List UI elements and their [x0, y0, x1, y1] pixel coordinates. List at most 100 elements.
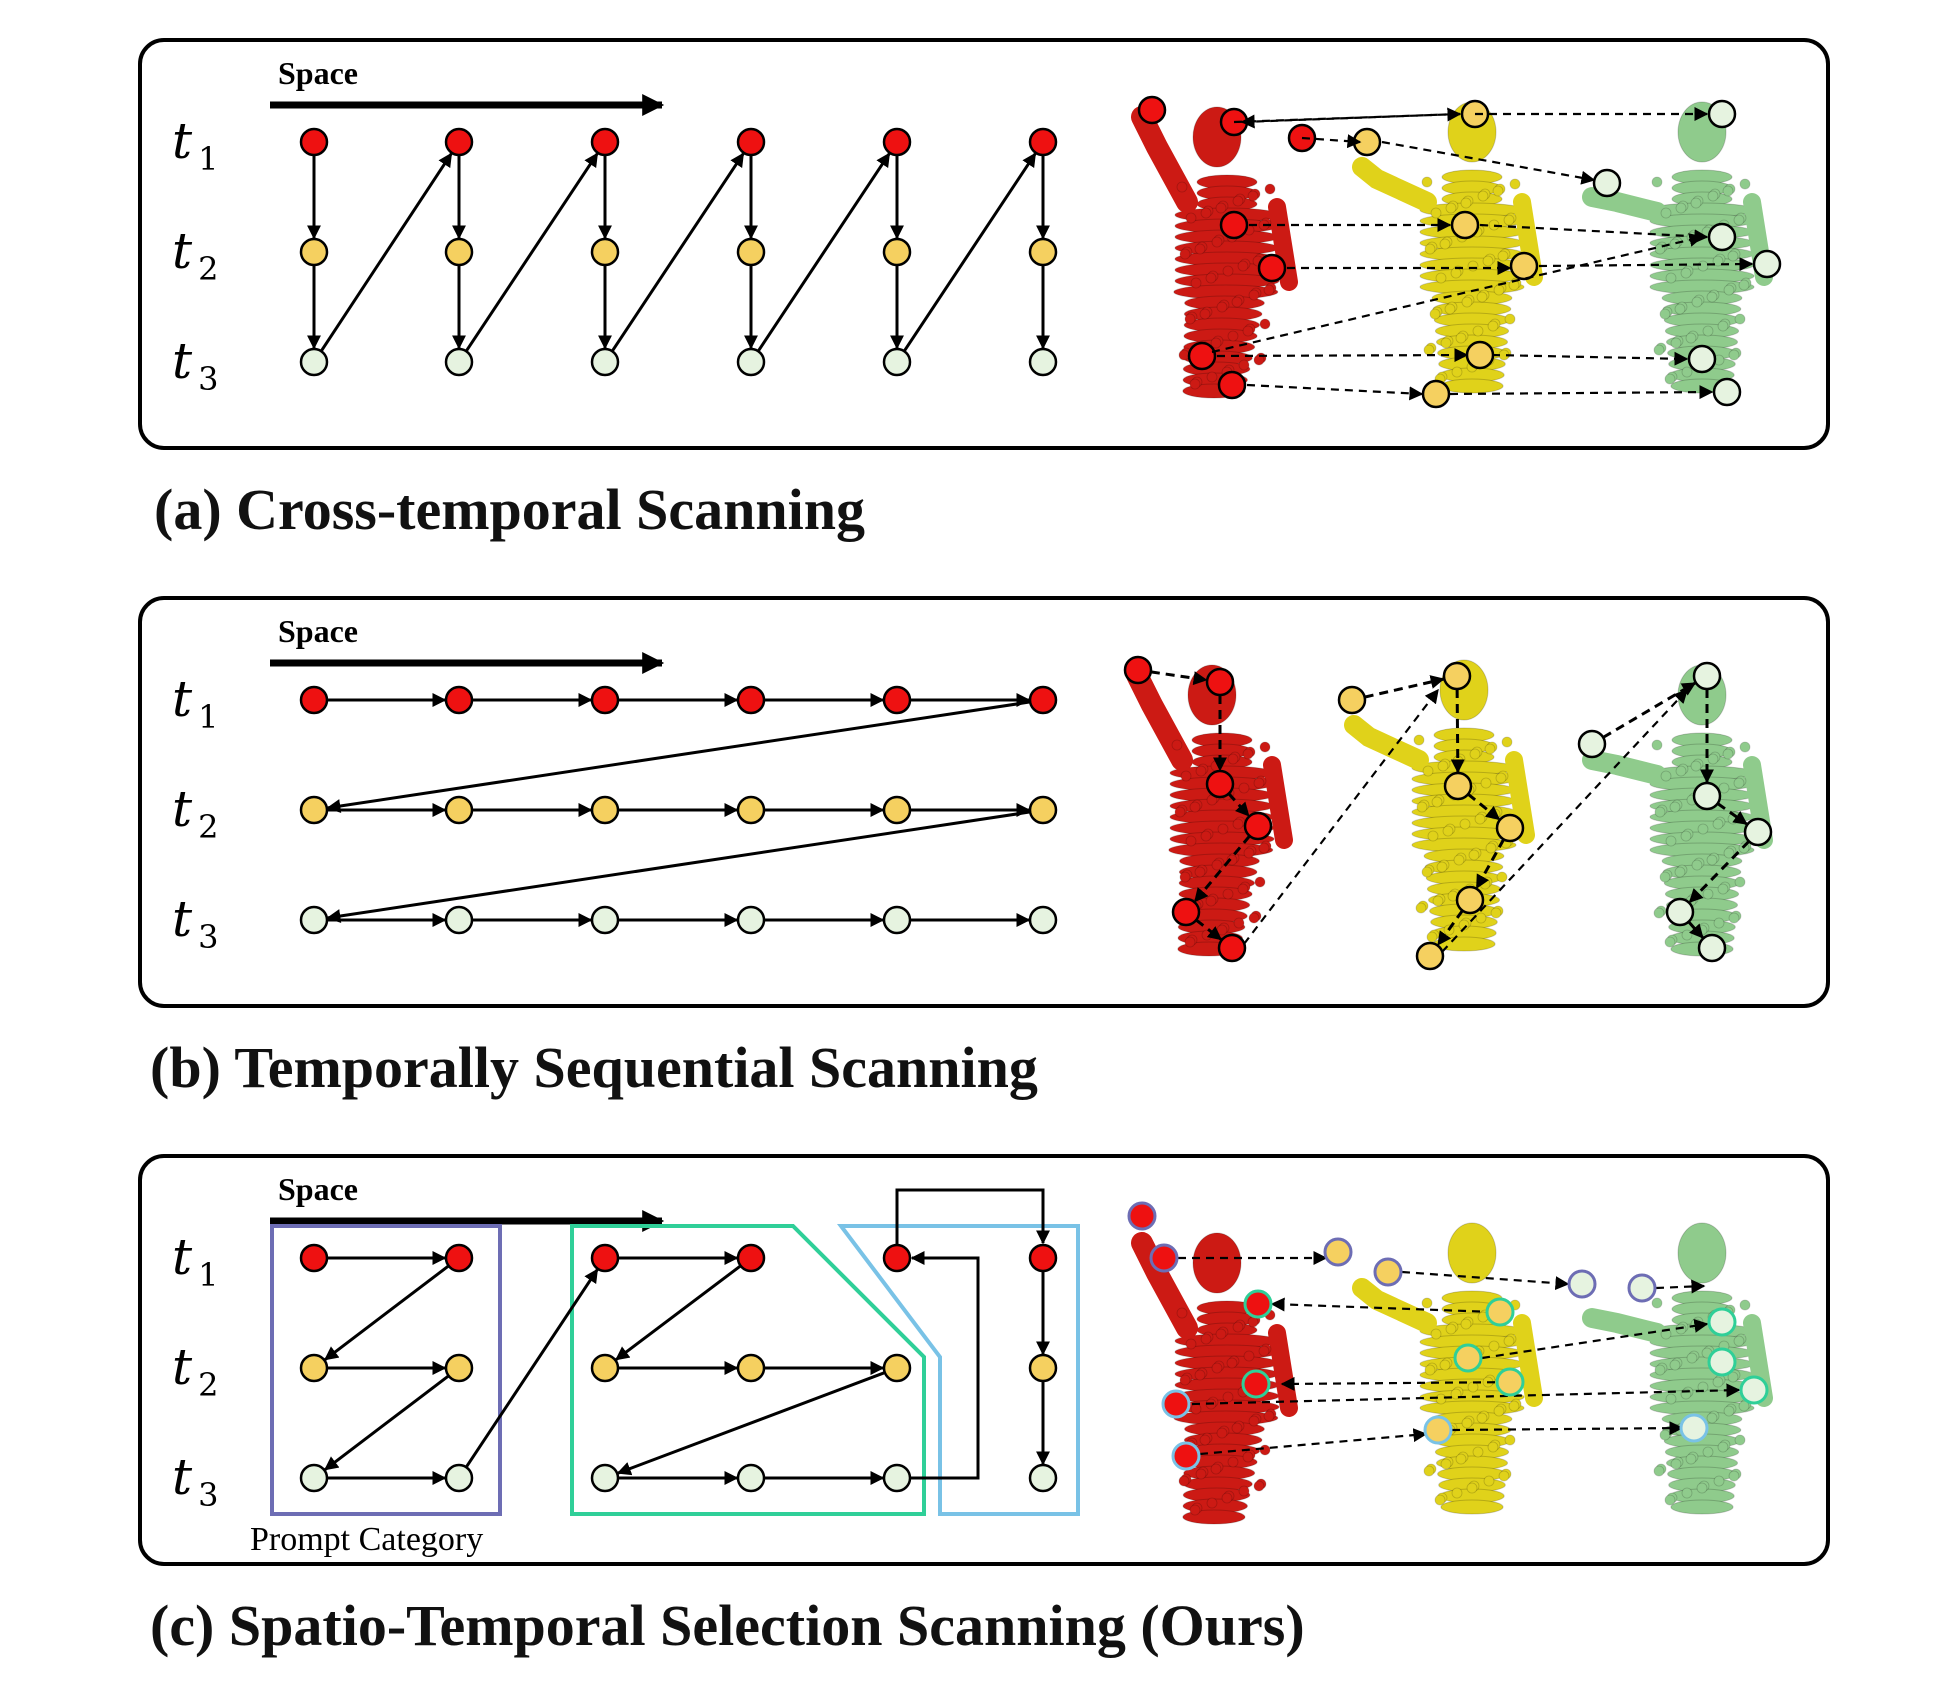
figure-bead: [1674, 303, 1686, 315]
figure-bead: [1472, 325, 1484, 337]
figure-bead: [1485, 842, 1497, 854]
figure-bead: [1680, 830, 1692, 842]
node-t3: [444, 905, 474, 935]
figure-bead: [1733, 777, 1745, 789]
figure-point-t1: [1161, 1389, 1191, 1419]
node-t3: [299, 1463, 329, 1493]
figure-bead: [1178, 349, 1190, 361]
figure-bead: [1713, 917, 1725, 929]
point-cloud-figure-t2: [1344, 659, 1535, 952]
figure-bead: [1263, 1410, 1275, 1422]
figure-bead: [1467, 1381, 1479, 1393]
node-t1: [736, 127, 766, 157]
figure-point-t3: [1679, 1413, 1709, 1443]
node-t1: [590, 685, 620, 715]
figure-bead: [1427, 830, 1439, 842]
figure-bead: [1675, 765, 1687, 777]
figure-bead: [1176, 181, 1188, 193]
node-t1: [444, 127, 474, 157]
figure-bead: [1495, 772, 1507, 784]
figure-bead: [1424, 1364, 1436, 1376]
figure-bead: [1722, 185, 1734, 197]
correspondence-arrow: [1199, 1428, 1428, 1456]
figure-bead: [1194, 866, 1206, 878]
figure-bead: [1651, 176, 1663, 188]
node-t1: [882, 127, 912, 157]
figure-bead: [1216, 301, 1228, 313]
figure-bead: [1205, 895, 1217, 907]
scan-arrow: [464, 1268, 599, 1468]
figure-bead: [1450, 267, 1462, 279]
node-t2: [1028, 1353, 1058, 1383]
scan-arrow-routed: [895, 1188, 1050, 1245]
figure-bead: [1681, 1487, 1693, 1499]
figure-point-t2: [1423, 1415, 1453, 1445]
correspondence-arrow: [1301, 134, 1362, 149]
figure-bead: [1686, 1352, 1698, 1364]
node-t1: [1028, 127, 1058, 157]
node-t3: [299, 905, 329, 935]
figure-bead: [1242, 748, 1254, 760]
figure-bead: [1189, 1504, 1201, 1516]
node-t1: [882, 1243, 912, 1273]
panel-cross-temporal: Space t 1 t 2 t 3: [138, 38, 1830, 450]
figure-bead: [1237, 883, 1249, 895]
figure-bead: [1176, 1307, 1188, 1319]
figure-bead: [1231, 1422, 1243, 1434]
figure-bead: [1217, 823, 1229, 835]
figure-bead: [1474, 813, 1486, 825]
spatio-temporal-selection-diagram: Space t 1 t 2 t 3 Prompt Category: [172, 1171, 1773, 1558]
cross-temporal-diagram: Space t 1 t 2 t 3: [172, 55, 1782, 409]
figure-bead: [1674, 866, 1686, 878]
figure-point-t1: [1217, 370, 1247, 400]
figure-bead: [1421, 176, 1433, 188]
node-t3: [882, 905, 912, 935]
figure-bead: [1179, 1374, 1191, 1386]
figure-bead: [1739, 741, 1751, 753]
figure-bead: [1248, 289, 1260, 301]
figure-bead: [1200, 207, 1212, 219]
figure-bead: [1654, 1364, 1666, 1376]
figure-bead: [1185, 212, 1197, 224]
figure-bead: [1733, 1335, 1745, 1347]
figure-bead: [1248, 1415, 1260, 1427]
figure-bead: [1238, 1485, 1250, 1497]
correspondence-arrow: [1491, 351, 1689, 366]
figure-bead: [1248, 912, 1260, 924]
figure-bead: [1254, 876, 1266, 888]
node-t2: [882, 1353, 912, 1383]
node-t2: [444, 237, 474, 267]
node-t3: [882, 1463, 912, 1493]
figure-bead: [1190, 1403, 1202, 1415]
correspondence-arrow: [1687, 920, 1704, 939]
scan-arrow-diagonal: [756, 152, 891, 352]
figure-bead: [1258, 1345, 1270, 1357]
node-t2: [736, 237, 766, 267]
figure-head: [1192, 1232, 1242, 1294]
correspondence-arrow: [1655, 1279, 1706, 1294]
node-t3: [1028, 905, 1058, 935]
figure-bead: [1226, 1357, 1238, 1369]
node-t2: [1028, 237, 1058, 267]
node-t2: [1028, 795, 1058, 825]
figure-bead: [1712, 818, 1724, 830]
figure-bead: [1190, 277, 1202, 289]
figure-bead: [1728, 912, 1740, 924]
scan-arrow-return: [326, 700, 1031, 813]
figure-arm: [1352, 157, 1437, 212]
figure-bead: [1670, 337, 1682, 349]
point-cloud-figure-t1: [1131, 106, 1298, 399]
figure-bead: [1434, 1494, 1446, 1506]
figure-point-t1: [1171, 897, 1201, 927]
node-t2: [590, 237, 620, 267]
figure-bead: [1421, 1297, 1433, 1309]
figure-point-t2: [1323, 1237, 1353, 1267]
figure-point-t1: [1205, 769, 1235, 799]
figure-bead: [1691, 859, 1703, 871]
figure-point-t2: [1465, 340, 1495, 370]
figure-bead: [1439, 238, 1451, 250]
figure-bead: [1436, 861, 1448, 873]
figure-bead: [1669, 1359, 1681, 1371]
